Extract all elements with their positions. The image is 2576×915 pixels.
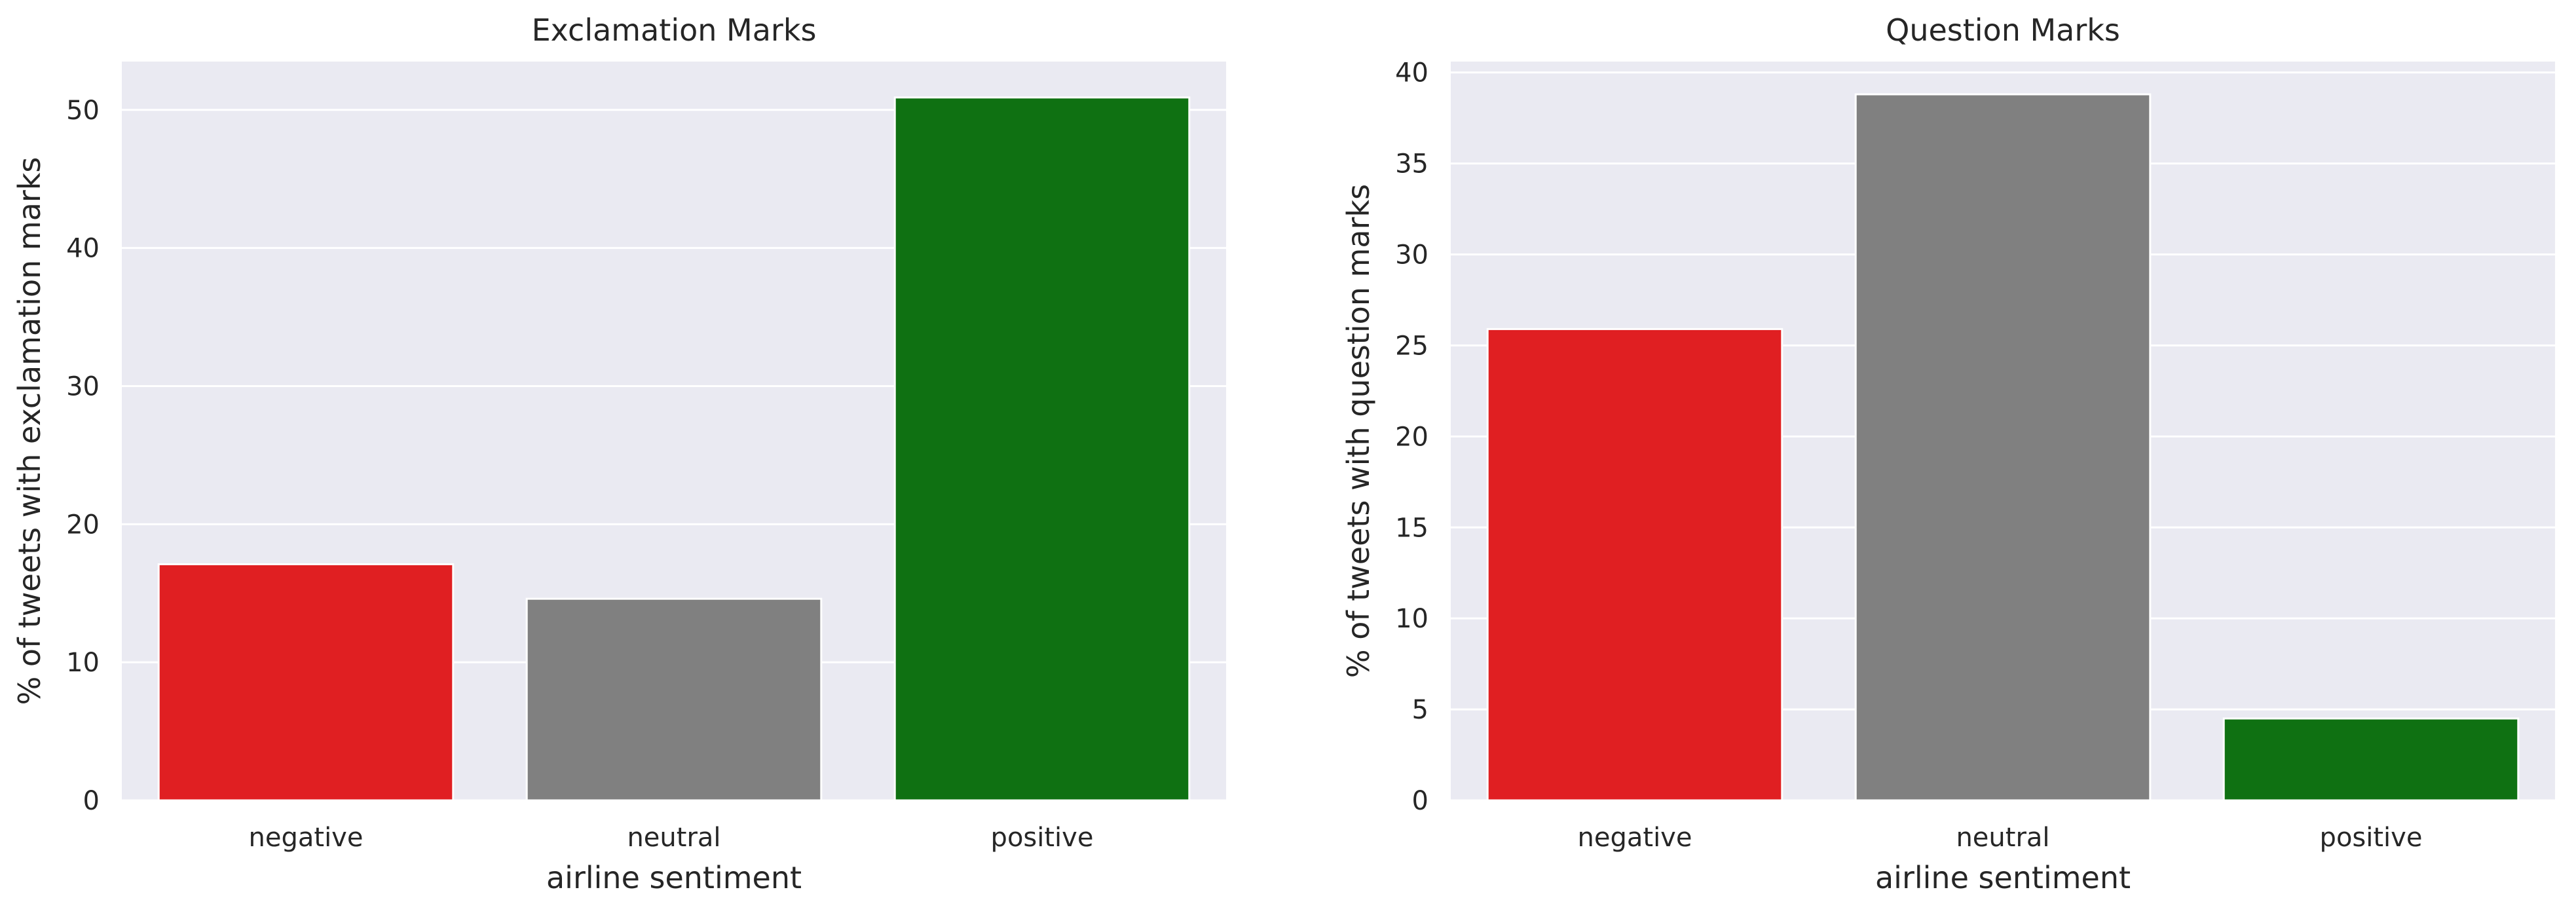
- x-tick-label: neutral: [1956, 823, 2049, 853]
- question-marks-chart: 0 5 10 15 20 25 30 35 40 negative neutral positive…: [1341, 12, 2555, 895]
- y-tick-label: 0: [83, 786, 100, 816]
- bar-negative: [1486, 327, 1783, 802]
- x-axis-label: airline sentiment: [1875, 860, 2131, 895]
- y-tick-labels: 0 5 10 15 20 25 30 35 40: [1395, 58, 1428, 816]
- y-tick-label: 50: [66, 96, 100, 126]
- y-tick-label: 20: [1395, 422, 1428, 452]
- x-tick-label: positive: [991, 823, 1094, 853]
- x-tick-label: positive: [2320, 823, 2423, 853]
- y-tick-labels: 0 10 20 30 40 50: [66, 96, 100, 816]
- y-tick-label: 25: [1395, 331, 1428, 361]
- y-tick-label: 10: [1395, 604, 1428, 634]
- bar-neutral: [525, 597, 823, 802]
- y-tick-label: 10: [66, 648, 100, 678]
- bar-positive: [893, 96, 1191, 802]
- y-axis-label: % of tweets with question marks: [1341, 184, 1376, 678]
- x-tick-label: negative: [1578, 823, 1692, 853]
- x-tick-label: neutral: [627, 823, 720, 853]
- y-tick-label: 35: [1395, 149, 1428, 179]
- exclamation-marks-chart: 0 10 20 30 40 50 negative neutral positive Excl…: [12, 12, 1226, 895]
- bar-negative: [157, 563, 455, 802]
- x-tick-labels: negative neutral positive: [1578, 823, 2423, 853]
- y-tick-label: 40: [66, 234, 100, 264]
- y-tick-label: 30: [66, 371, 100, 401]
- y-axis-label: % of tweets with exclamation marks: [12, 157, 47, 705]
- x-tick-label: negative: [249, 823, 364, 853]
- bars: [1486, 93, 2520, 802]
- y-tick-label: 15: [1395, 513, 1428, 543]
- bar-neutral: [1854, 93, 2152, 802]
- y-tick-label: 40: [1395, 58, 1428, 88]
- x-tick-labels: negative neutral positive: [249, 823, 1094, 853]
- bars: [157, 96, 1191, 802]
- y-tick-label: 5: [1412, 695, 1428, 725]
- chart-title: Exclamation Marks: [532, 12, 817, 48]
- chart-title: Question Marks: [1886, 12, 2120, 48]
- bar-positive: [2222, 717, 2520, 802]
- y-tick-label: 20: [66, 510, 100, 540]
- x-axis-label: airline sentiment: [546, 860, 802, 895]
- y-tick-label: 0: [1412, 786, 1428, 816]
- y-tick-label: 30: [1395, 240, 1428, 271]
